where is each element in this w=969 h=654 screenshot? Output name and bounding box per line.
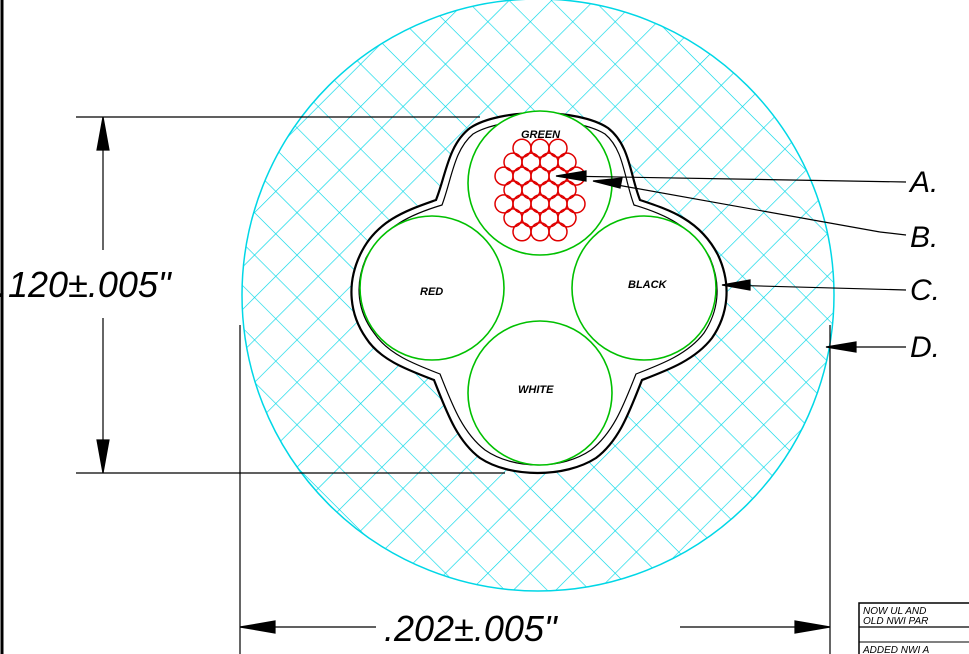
strand [566,194,586,214]
width-dimension-text: .202±.005" [384,608,559,649]
strand [557,180,577,200]
label-green: GREEN [521,129,561,141]
label-red: RED [420,286,443,298]
title-block-line3: ADDED NWI A [862,645,930,654]
callout-b: B. [910,221,938,254]
callout-d: D. [910,331,940,364]
title-block-line1: NOW UL AND [863,606,926,617]
shield-layer [350,111,728,475]
title-block [858,602,969,654]
height-dimension-text: .120±.005" [0,264,173,305]
height-dimension [76,116,505,474]
strand [557,152,577,172]
width-dimension [239,325,831,654]
conductor-red [359,215,505,361]
label-white: WHITE [518,384,554,396]
conductor-white [467,320,613,466]
callout-leaders [555,170,907,353]
callout-a: A. [908,166,938,199]
strand [557,208,577,228]
strand [548,222,568,242]
conductor-black [571,215,717,361]
callout-c: C. [910,274,940,307]
conductor-strands [494,138,586,242]
label-black: BLACK [628,279,668,291]
title-block-line2: OLD NWI PAR [863,616,928,627]
strand [548,138,568,158]
